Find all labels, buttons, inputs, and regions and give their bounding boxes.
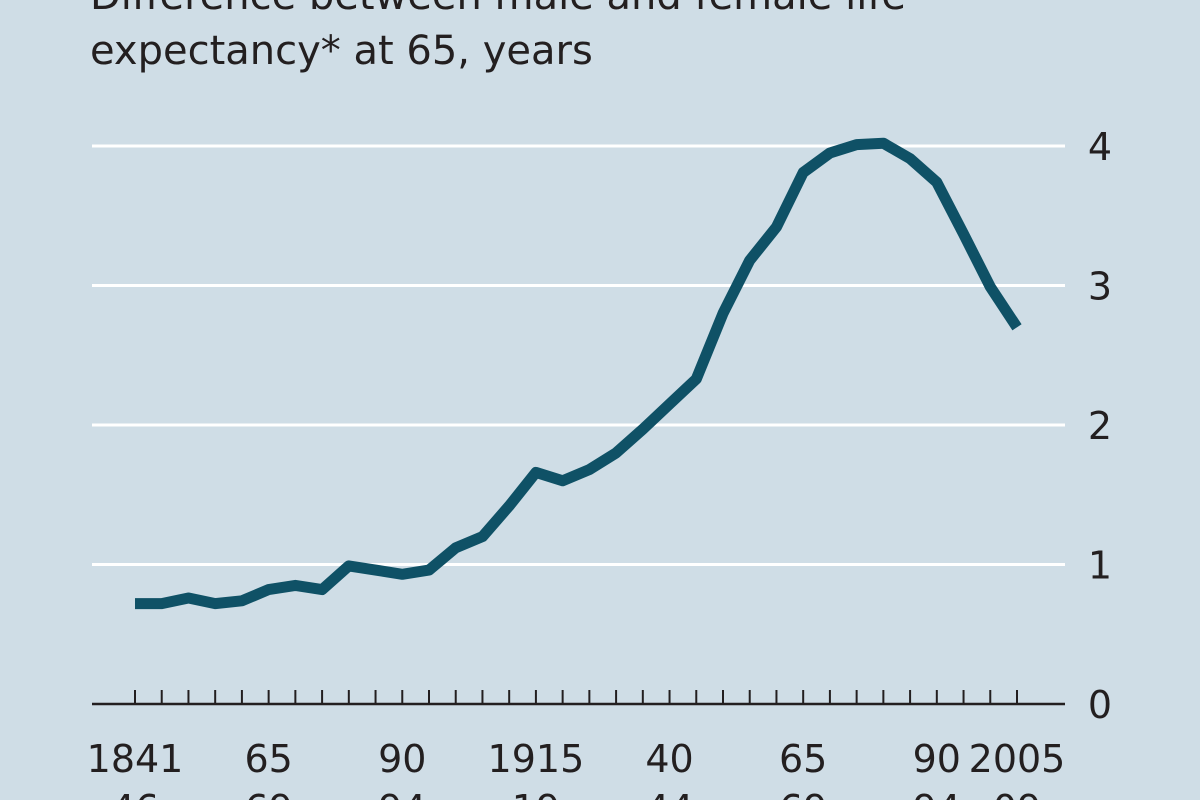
x-tick-label-sub-44: 44 <box>645 787 693 800</box>
y-tick-label-2: 2 <box>1088 404 1112 448</box>
x-tick-label-sub-94: 94 <box>378 787 426 800</box>
x-tick-label-65: 65 <box>244 737 292 781</box>
x-tick-label-2005: 2005 <box>969 737 1066 781</box>
x-tick-label-40: 40 <box>645 737 693 781</box>
x-tick-label-sub-69: 69 <box>779 787 827 800</box>
x-tick-label-90: 90 <box>378 737 426 781</box>
y-tick-label-1: 1 <box>1088 544 1112 588</box>
y-tick-label-0: 0 <box>1088 683 1112 727</box>
y-tick-label-4: 4 <box>1088 125 1112 169</box>
x-tick-label-sub-94: 94 <box>913 787 961 800</box>
x-tick-label-1915: 1915 <box>488 737 585 781</box>
y-tick-label-3: 3 <box>1088 265 1112 309</box>
x-tick-label-1841: 1841 <box>87 737 184 781</box>
chart-title-line-2: expectancy* at 65, years <box>90 28 593 74</box>
x-tick-label-65: 65 <box>779 737 827 781</box>
series-line-0 <box>135 137 1022 610</box>
x-tick-label-90: 90 <box>913 737 961 781</box>
x-tick-label-sub-19: 19 <box>512 787 560 800</box>
x-tick-label-sub-09: 09 <box>993 787 1041 800</box>
x-tick-label-sub-69: 69 <box>244 787 292 800</box>
x-tick-label-sub-46: 46 <box>111 787 159 800</box>
chart-title-line-1: Difference between male and female life <box>90 0 906 20</box>
